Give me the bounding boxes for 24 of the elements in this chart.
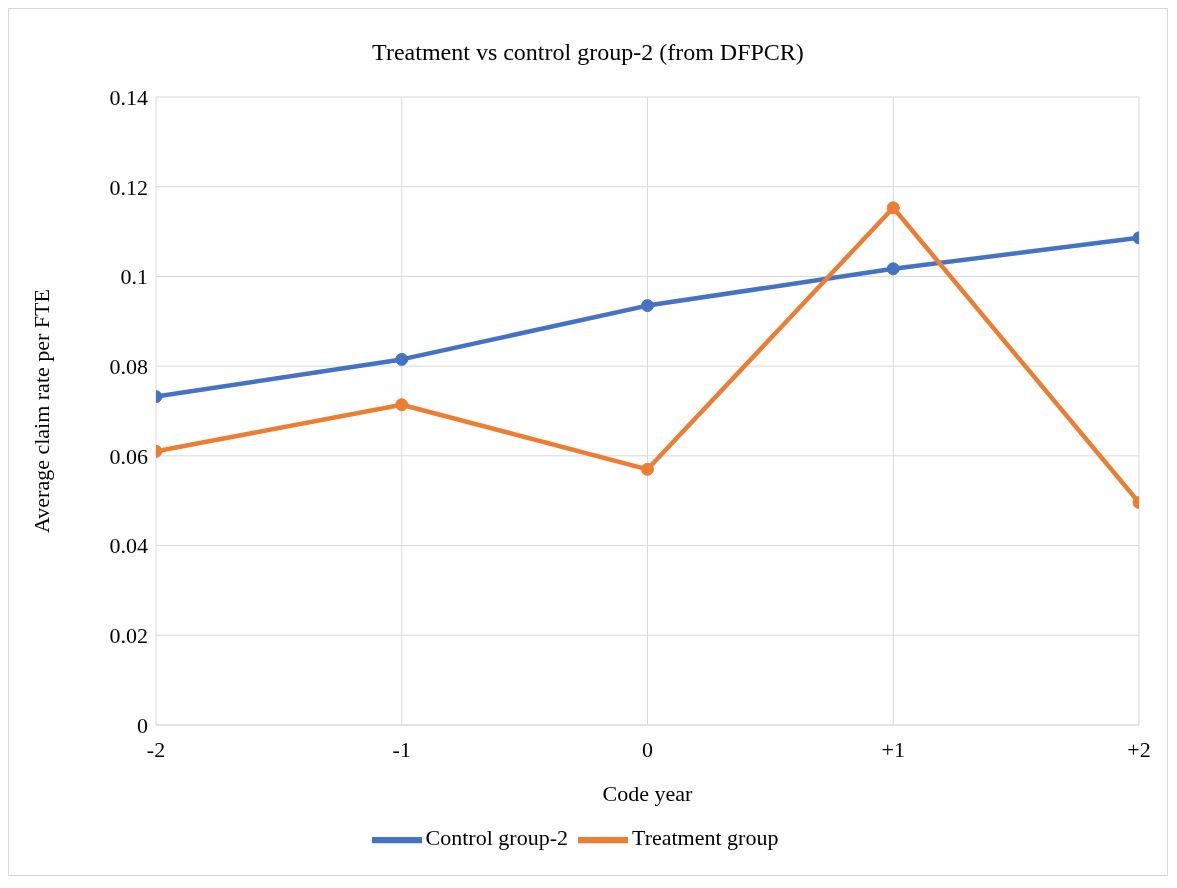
chart-title: Treatment vs control group-2 (from DFPCR) — [371, 39, 805, 66]
x-tick-label: -1 — [392, 736, 411, 762]
legend-label: Treatment group — [631, 825, 779, 851]
y-axis-title: Average claim rate per FTE — [28, 289, 54, 533]
point — [395, 398, 409, 412]
point — [886, 262, 900, 276]
point — [641, 299, 654, 313]
x-tick-label: +2 — [1127, 736, 1151, 762]
y-tick-label: 0 — [137, 712, 148, 738]
legend-label: Control group-2 — [425, 825, 568, 851]
y-tick-label: 0.14 — [109, 84, 148, 110]
x-tick-label: 0 — [642, 736, 653, 762]
y-tick-label: 0.08 — [109, 353, 148, 379]
y-tick-label: 0.04 — [109, 533, 148, 559]
y-tick-label: 0.02 — [109, 623, 148, 649]
x-tick-label: -2 — [146, 736, 166, 762]
y-tick-label: 0.12 — [109, 174, 148, 200]
point — [641, 462, 654, 476]
y-tick-label: 0.06 — [109, 443, 148, 469]
point — [886, 201, 900, 215]
point — [395, 352, 409, 366]
x-axis-title: Code year — [602, 781, 694, 806]
y-tick-label: 0.1 — [120, 264, 148, 290]
x-tick-label: +1 — [881, 736, 905, 762]
